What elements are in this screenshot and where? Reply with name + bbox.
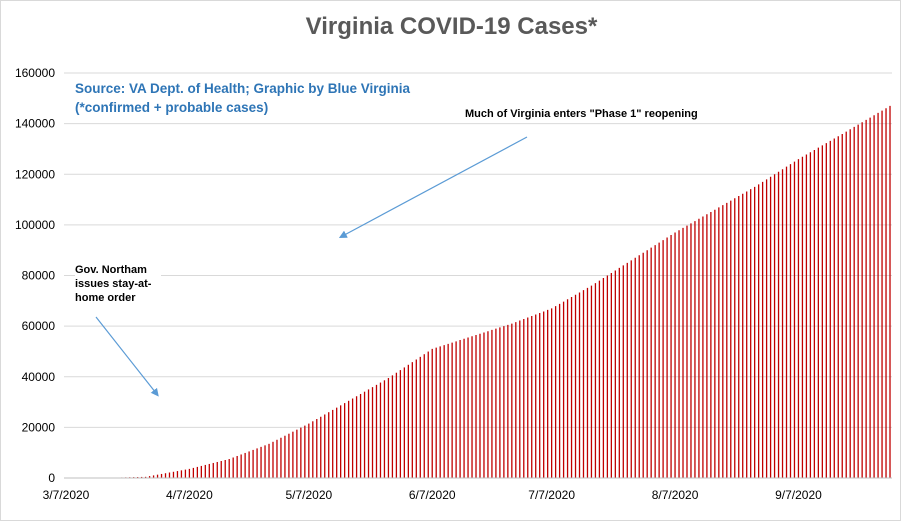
annotation-arrow <box>95 316 159 397</box>
x-tick-label: 6/7/2020 <box>409 488 456 502</box>
annotation-stay-at-home: Gov. Northam issues stay-at-home order <box>75 263 161 305</box>
x-tick-label: 8/7/2020 <box>652 488 699 502</box>
y-tick-label: 80000 <box>22 269 56 283</box>
x-tick-label: 7/7/2020 <box>528 488 575 502</box>
y-tick-label: 140000 <box>15 117 55 131</box>
y-tick-label: 60000 <box>22 319 56 333</box>
y-tick-label: 20000 <box>22 420 56 434</box>
x-tick-label: 9/7/2020 <box>775 488 822 502</box>
source-note-line-1: Source: VA Dept. of Health; Graphic by B… <box>75 81 411 96</box>
x-tick-label: 3/7/2020 <box>43 488 90 502</box>
y-tick-label: 0 <box>48 471 55 485</box>
gridlines: 0 20000 40000 60000 80000 100000 120000 140000 1… <box>15 66 892 485</box>
chart-title: Virginia COVID-19 Cases* <box>305 13 598 40</box>
x-tick-label: 4/7/2020 <box>166 488 213 502</box>
y-tick-label: 160000 <box>15 66 55 80</box>
bar-series <box>69 105 891 478</box>
source-note: Source: VA Dept. of Health; Graphic by B… <box>75 79 410 117</box>
source-note-line-2: (*confirmed + probable cases) <box>75 100 269 115</box>
y-tick-label: 40000 <box>22 370 56 384</box>
annotation-arrow <box>338 136 528 238</box>
y-tick-label: 100000 <box>15 218 55 232</box>
annotation-phase-1: Much of Virginia enters "Phase 1" reopen… <box>465 107 733 121</box>
x-tick-label: 5/7/2020 <box>285 488 332 502</box>
y-tick-label: 120000 <box>15 167 55 181</box>
annotation-arrows <box>95 136 528 397</box>
axes: 3/7/2020 4/7/2020 5/7/2020 6/7/2020 7/7/2020… <box>43 477 892 502</box>
